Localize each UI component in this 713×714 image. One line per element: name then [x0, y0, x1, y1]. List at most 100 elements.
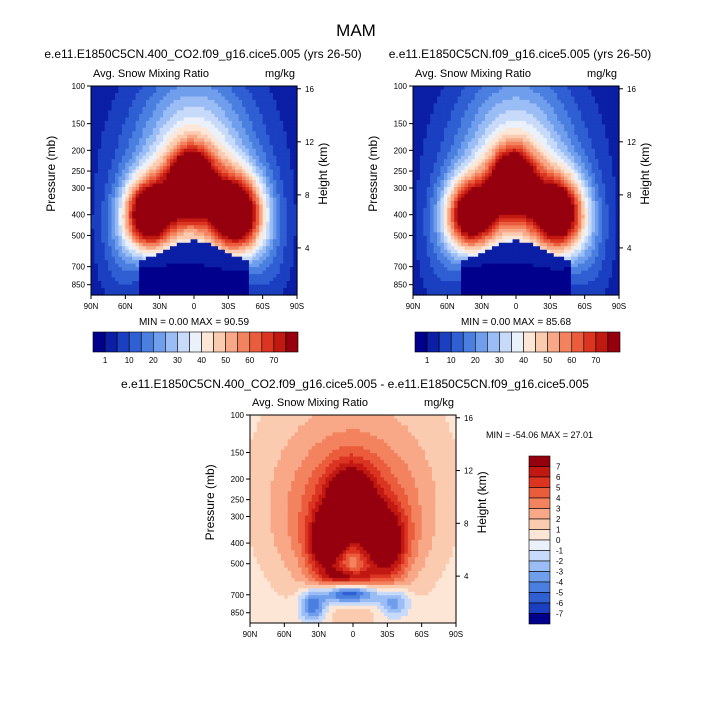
heatmap-cell [211, 141, 216, 146]
heatmap-cell [211, 288, 216, 293]
heatmap-cell [118, 134, 123, 139]
heatmap-cell [478, 193, 483, 199]
heatmap-cell [163, 277, 168, 282]
heatmap-cell [91, 155, 96, 160]
heatmap-cell [419, 176, 424, 181]
heatmap-cell [115, 159, 120, 164]
heatmap-cell [437, 180, 442, 185]
heatmap-cell [218, 225, 223, 230]
heatmap-cell [252, 106, 257, 111]
heatmap-cell [149, 190, 154, 195]
heatmap-cell [128, 113, 133, 118]
heatmap-cell [276, 106, 281, 111]
heatmap-cell [163, 263, 168, 268]
heatmap-cell [228, 110, 233, 115]
heatmap-cell [200, 180, 205, 185]
heatmap-cell [416, 120, 421, 125]
heatmap-cell [255, 124, 260, 129]
heatmap-cell [454, 152, 459, 157]
heatmap-cell [115, 166, 120, 171]
heatmap-cell [218, 145, 223, 150]
heatmap-cell [461, 281, 466, 286]
heatmap-cell [166, 103, 171, 108]
heatmap-cell [224, 159, 229, 164]
heatmap-cell [111, 249, 116, 254]
heatmap-cell [457, 211, 462, 216]
heatmap-cell [132, 256, 137, 261]
heatmap-cell [474, 148, 479, 153]
heatmap-cell [135, 190, 140, 195]
heatmap-cell [173, 221, 178, 226]
heatmap-cell [190, 187, 195, 192]
heatmap-cell [128, 148, 133, 153]
heatmap-cell [450, 221, 455, 226]
heatmap-cell [248, 89, 253, 94]
heatmap-cell [207, 162, 212, 167]
heatmap-cell [101, 253, 106, 258]
heatmap-cell [190, 89, 195, 94]
heatmap-cell [447, 124, 452, 129]
heatmap-cell [218, 180, 223, 185]
heatmap-cell [194, 124, 199, 129]
heatmap-cell [121, 169, 126, 174]
heatmap-cell [118, 145, 123, 150]
heatmap-cell [91, 127, 96, 132]
heatmap-cell [416, 274, 421, 279]
heatmap-cell [190, 288, 195, 293]
heatmap-cell [200, 173, 205, 178]
heatmap-cell [142, 159, 147, 164]
heatmap-cell [108, 138, 113, 143]
heatmap-cell [214, 200, 219, 206]
heatmap-cell [286, 256, 291, 261]
heatmap-cell [166, 106, 171, 111]
heatmap-cell [269, 291, 274, 296]
heatmap-cell [159, 249, 164, 254]
heatmap-cell [115, 173, 120, 178]
heatmap-cell [262, 113, 267, 118]
heatmap-cell [190, 270, 195, 275]
heatmap-cell [464, 218, 469, 223]
heatmap-cell [252, 169, 257, 174]
heatmap-cell [461, 225, 466, 230]
heatmap-cell [252, 187, 257, 192]
heatmap-cell [194, 159, 199, 164]
heatmap-cell [94, 281, 99, 286]
heatmap-cell [135, 120, 140, 125]
heatmap-cell [139, 204, 144, 209]
heatmap-cell [228, 152, 233, 157]
heatmap-cell [457, 103, 462, 108]
heatmap-cell [269, 260, 274, 265]
heatmap-cell [169, 127, 174, 132]
heatmap-cell [173, 159, 178, 164]
heatmap-cell [187, 214, 192, 219]
heatmap-cell [197, 200, 202, 206]
heatmap-cell [111, 89, 116, 94]
heatmap-cell [118, 99, 123, 105]
heatmap-cell [104, 162, 109, 167]
heatmap-cell [183, 253, 188, 258]
heatmap-cell [235, 190, 240, 195]
heatmap-cell [163, 169, 168, 174]
heatmap-cell [235, 138, 240, 143]
heatmap-cell [115, 274, 120, 279]
heatmap-cell [128, 200, 133, 206]
heatmap-cell [262, 277, 267, 282]
heatmap-cell [135, 86, 140, 91]
heatmap-cell [471, 288, 476, 293]
heatmap-cell [218, 284, 223, 289]
heatmap-cell [464, 221, 469, 226]
heatmap-cell [426, 270, 431, 275]
heatmap-cell [94, 235, 99, 240]
heatmap-cell [461, 249, 466, 254]
heatmap-cell [290, 148, 295, 153]
heatmap-cell [135, 288, 140, 293]
heatmap-cell [464, 176, 469, 181]
heatmap-cell [419, 214, 424, 219]
heatmap-cell [474, 246, 479, 251]
heatmap-cell [430, 270, 435, 275]
heatmap-cell [485, 190, 490, 195]
heatmap-cell [248, 232, 253, 237]
heatmap-cell [262, 267, 267, 272]
heatmap-cell [152, 113, 157, 118]
heatmap-cell [145, 288, 150, 293]
